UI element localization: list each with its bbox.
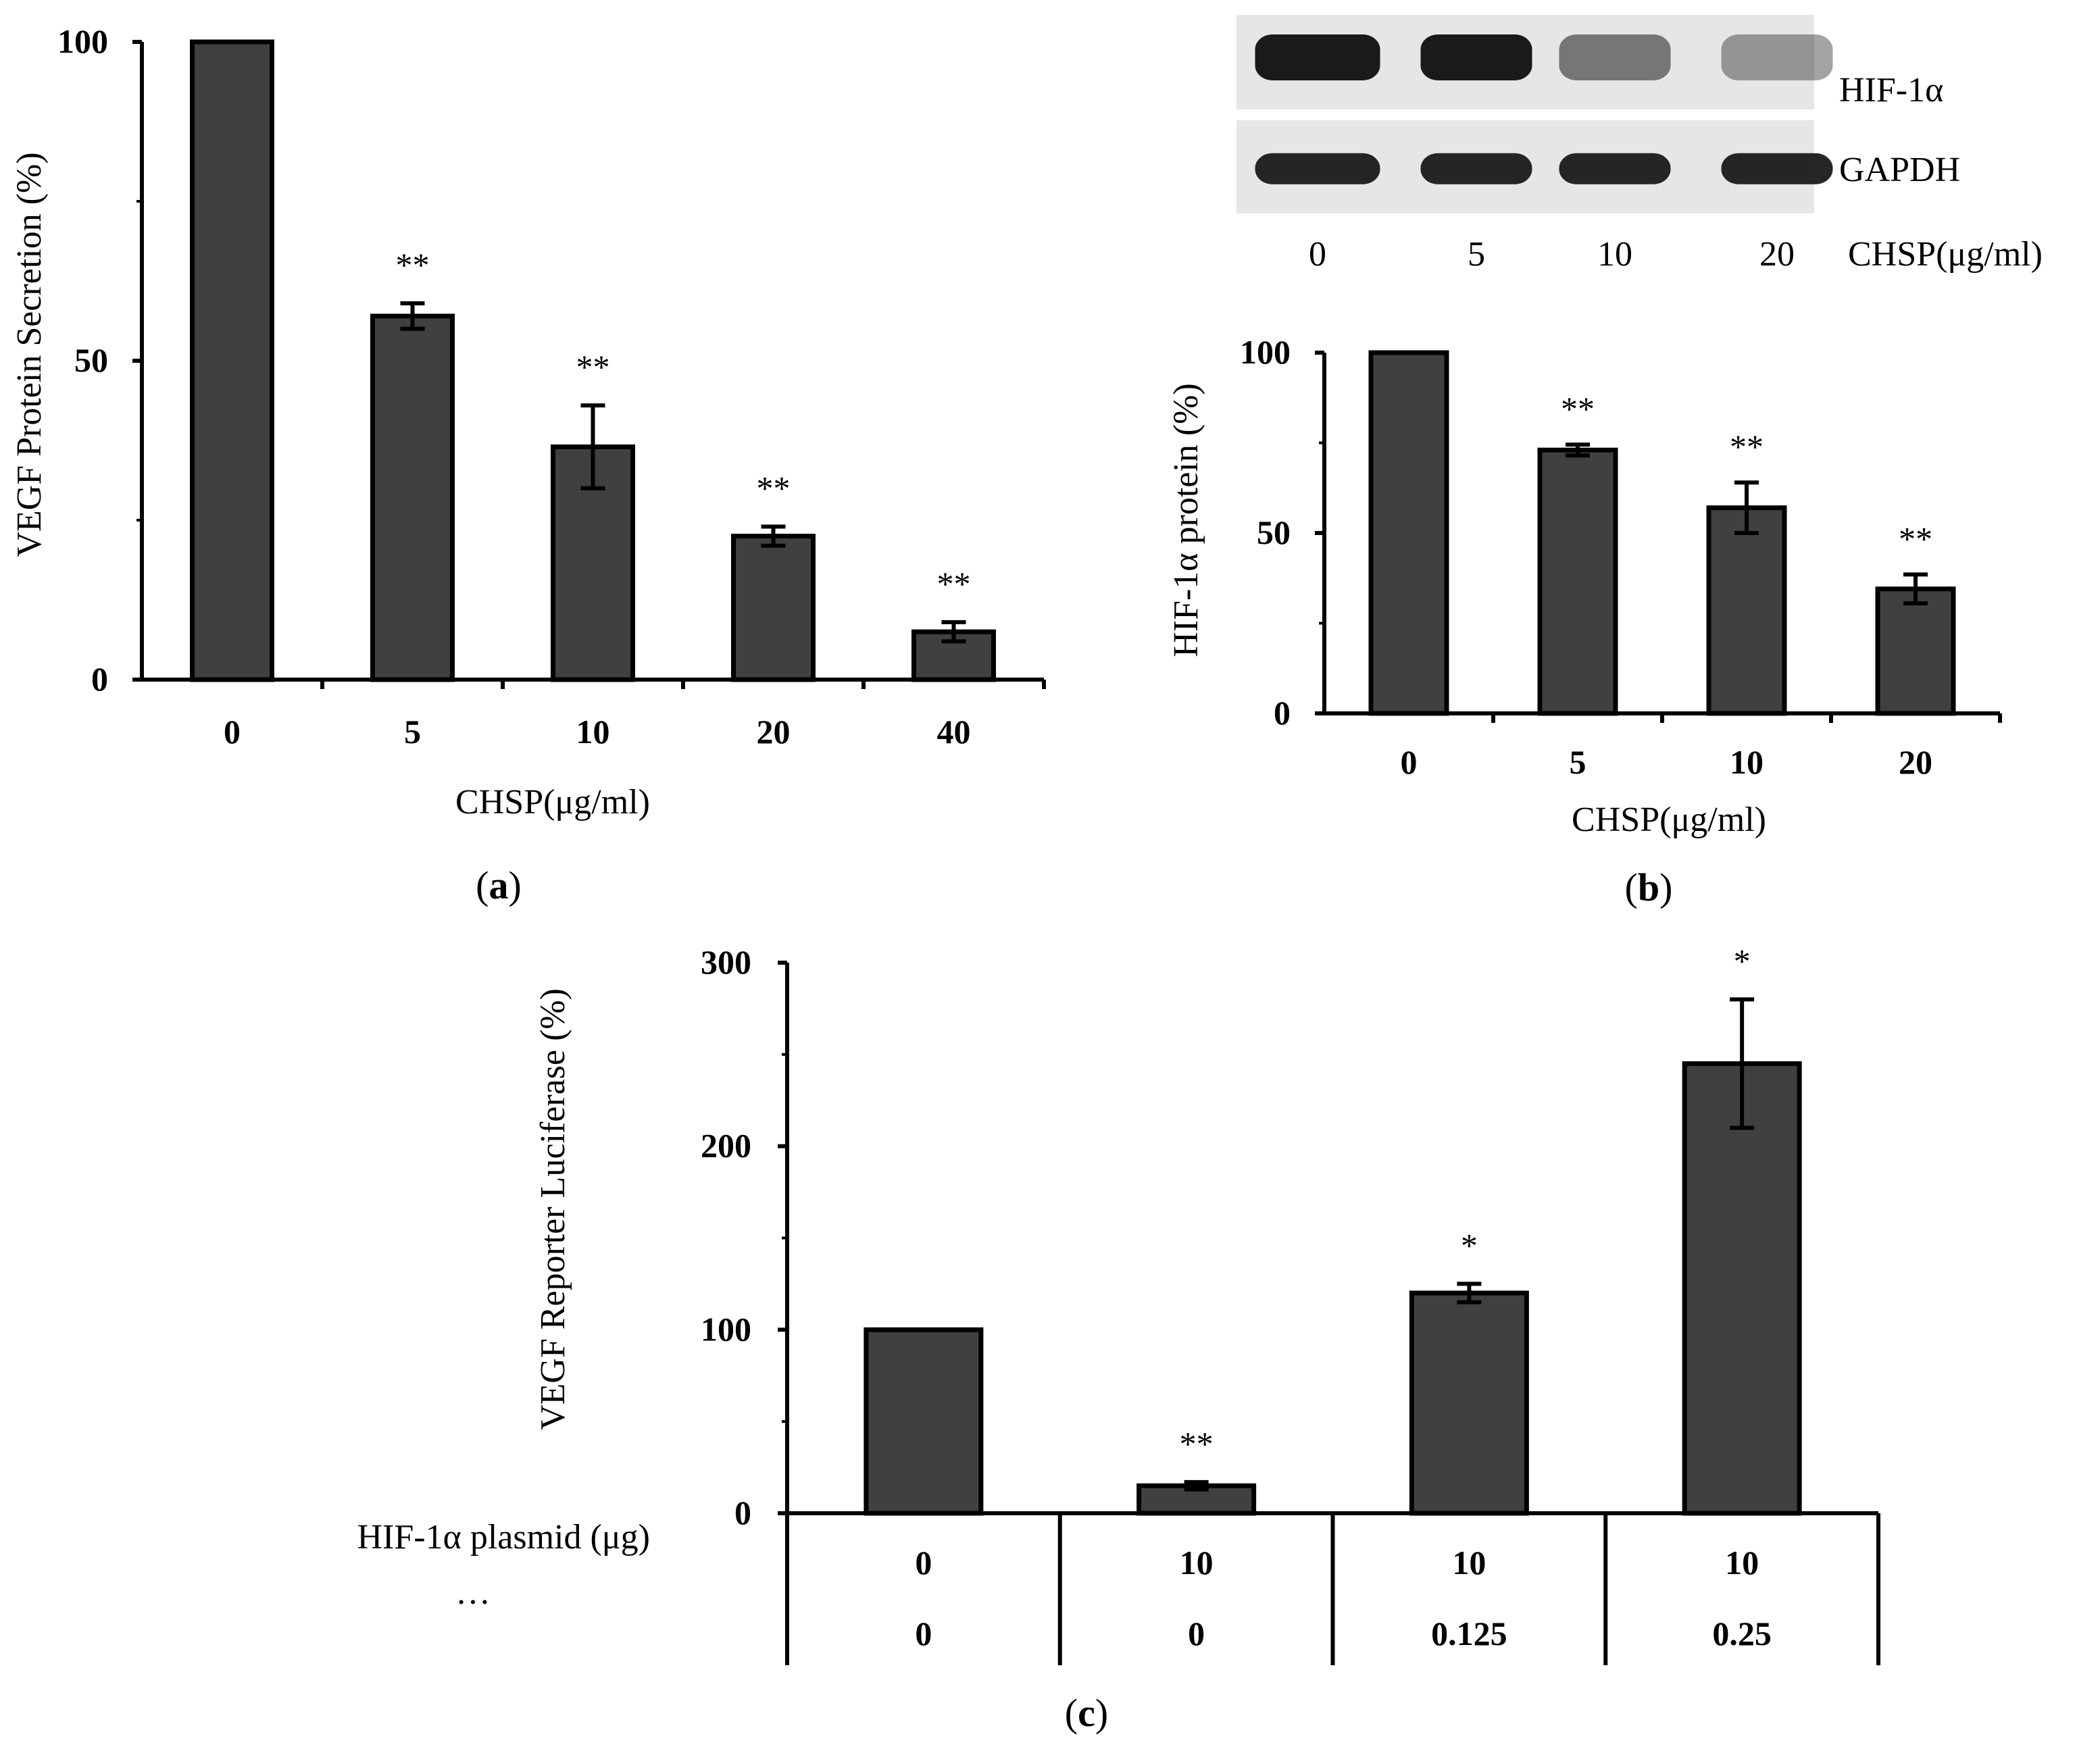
- panel-a-y-tick-label: 50: [74, 341, 108, 379]
- blot-row-label-gapdh: GAPDH: [1839, 151, 1960, 189]
- panel-a-significance-marker: **: [396, 246, 430, 284]
- panel-a-significance-marker: **: [937, 565, 971, 603]
- panel-b-bar: [1537, 447, 1618, 716]
- panel-c-x-tick-label-row1: 10: [1452, 1544, 1486, 1581]
- blot-lane-label: 20: [1759, 235, 1795, 274]
- blot-row-label-hif: HIF-1α: [1839, 71, 1943, 109]
- panel-c-x-tick-label-row1: 10: [1725, 1544, 1759, 1581]
- panel-b-y-tick-label: 50: [1257, 513, 1291, 551]
- panel-c-y-tick-label: 0: [734, 1494, 751, 1531]
- panel-c-bar: [1682, 1061, 1802, 1516]
- panel-b-x-tick-label: 5: [1570, 743, 1586, 781]
- panel-c-label: (c): [1065, 1691, 1108, 1735]
- panel-a-label: (a): [476, 863, 522, 907]
- panel-b-xlabel: CHSP(μg/ml): [1572, 801, 1766, 839]
- blot-band: [1420, 153, 1532, 184]
- blot-lane-label: 5: [1468, 235, 1485, 274]
- panel-c-x-tick-label-row2: 0.25: [1712, 1615, 1772, 1652]
- panel-a-bar: [190, 39, 274, 682]
- panel-a-x-tick-label: 10: [576, 713, 610, 751]
- panel-b: 0 5 10 20 HIF-1α GAPDH CHSP(μg/ml) HIF-1α p…: [1167, 15, 2043, 909]
- panel-a-bar: [370, 313, 455, 682]
- panel-a-ylabel: VEGF Protein Secretion (%): [10, 152, 49, 557]
- panel-c-x-tick-label-row2: 0.125: [1431, 1615, 1507, 1652]
- panel-b-y-tick-label: 100: [1240, 333, 1291, 371]
- blot-band: [1559, 34, 1671, 80]
- panel-c-x-tick-label-row1: 10: [1180, 1544, 1214, 1581]
- panel-b-significance-marker: **: [1730, 428, 1764, 465]
- panel-a-x-tick-label: 20: [757, 713, 791, 751]
- panel-b-significance-marker: **: [1561, 390, 1595, 428]
- blot-band: [1721, 153, 1833, 184]
- panel-c-x-tick-label-row1: 0: [915, 1544, 932, 1581]
- panel-b-x-tick-label: 0: [1401, 743, 1418, 781]
- blot-axis-label: CHSP(μg/ml): [1848, 235, 2043, 274]
- panel-a-x-tick-label: 5: [404, 713, 421, 751]
- panel-a-y-tick-label: 0: [91, 660, 108, 698]
- panel-b-ylabel: HIF-1α protein (%): [1167, 383, 1205, 657]
- blot-lane-label: 0: [1309, 235, 1326, 274]
- panel-a-significance-marker: **: [576, 348, 610, 386]
- panel-b-x-tick-label: 20: [1899, 743, 1932, 781]
- panel-b-label: (b): [1625, 865, 1673, 909]
- blot-band: [1559, 153, 1671, 184]
- blot-band: [1255, 153, 1380, 184]
- blot-band: [1420, 34, 1532, 80]
- panel-c-significance-marker: **: [1180, 1425, 1214, 1463]
- panel-b-y-tick-label: 0: [1274, 694, 1291, 732]
- panel-c-bar: [864, 1327, 984, 1516]
- panel-a-xlabel: CHSP(μg/ml): [455, 783, 650, 821]
- panel-b-bar: [1875, 586, 1956, 716]
- panel-c-significance-marker: *: [1461, 1226, 1478, 1264]
- panel-c-ylabel: VEGF Reporter Luciferase (%): [534, 988, 572, 1430]
- western-blot: 0 5 10 20: [1236, 15, 1833, 274]
- panel-c-y-tick-label: 200: [701, 1127, 751, 1165]
- panel-b-x-tick-label: 10: [1730, 743, 1764, 781]
- panel-a-y-tick-label: 100: [57, 22, 108, 60]
- panel-c-x-tick-label-row2: 0: [1188, 1615, 1205, 1652]
- blot-band: [1255, 34, 1380, 80]
- panel-c-significance-marker: *: [1734, 942, 1751, 980]
- panel-a-significance-marker: **: [757, 469, 791, 507]
- panel-c-y-tick-label: 100: [701, 1310, 751, 1348]
- panel-a-x-tick-label: 40: [937, 713, 971, 751]
- panel-c-row-label-1: HIF-1α plasmid (μg): [357, 1518, 650, 1556]
- panel-b-bar: [1368, 350, 1449, 716]
- panel-b-bar: [1706, 505, 1787, 716]
- panel-c-x-tick-label-row2: 0: [915, 1615, 932, 1652]
- panel-a-bar: [731, 534, 816, 682]
- panel-c-y-tick-label: 300: [701, 943, 751, 981]
- panel-b-significance-marker: **: [1899, 520, 1932, 557]
- panel-a-x-tick-label: 0: [224, 713, 241, 751]
- panel-c-bar: [1409, 1290, 1529, 1516]
- panel-a: VEGF Protein Secretion (%) CHSP(μg/ml) (…: [10, 22, 1046, 907]
- panel-c: VEGF Reporter Luciferase (%) HIF-1α plas…: [357, 942, 1880, 1735]
- panel-c-row-label-2: …: [455, 1573, 491, 1612]
- blot-band: [1721, 34, 1833, 80]
- blot-lane-label: 10: [1597, 235, 1632, 274]
